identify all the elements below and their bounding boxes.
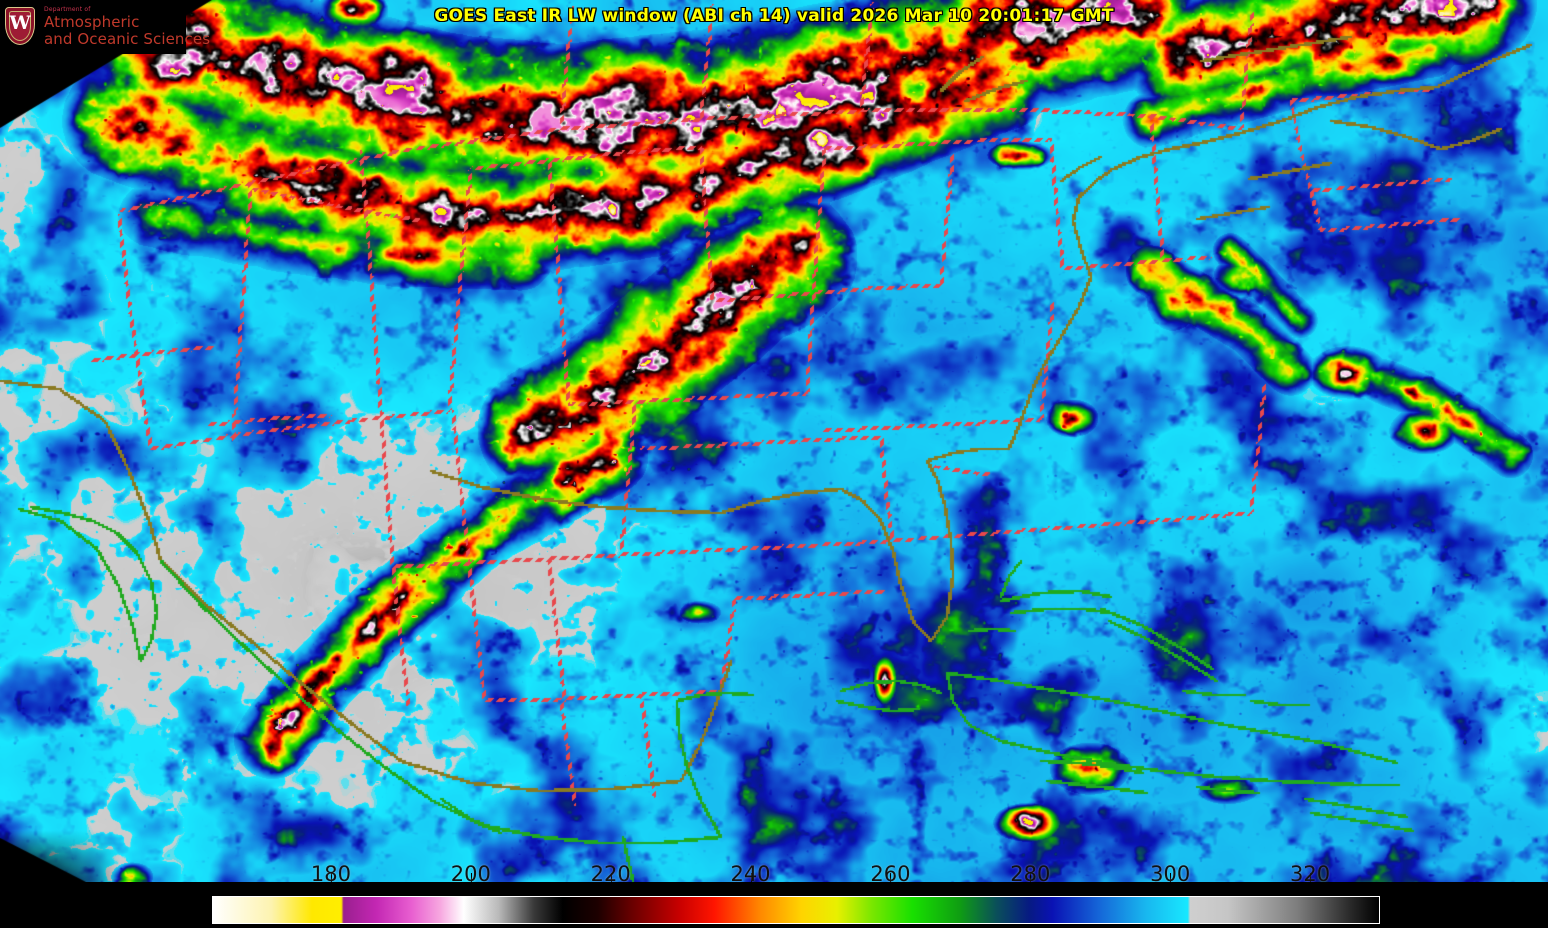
satellite-imagery-canvas <box>0 0 1548 882</box>
colorbar-tick <box>1310 873 1312 882</box>
logo-department-line: Department of <box>44 5 91 13</box>
uw-crest-icon: W <box>3 5 37 49</box>
colorbar-tick <box>470 873 472 882</box>
logo-line-2: and Oceanic Sciences <box>44 29 211 48</box>
colorbar-tick <box>890 873 892 882</box>
colorbar-tick <box>610 873 612 882</box>
crest-letter: W <box>9 12 31 34</box>
colorbar-region <box>0 882 1548 928</box>
colorbar <box>212 896 1380 924</box>
colorbar-gradient <box>213 897 1379 923</box>
uw-aos-logo-banner: W Department of Atmospheric and Oceanic … <box>0 0 210 54</box>
colorbar-tick <box>1030 873 1032 882</box>
colorbar-tick <box>750 873 752 882</box>
colorbar-tick <box>330 873 332 882</box>
logo-text: Department of Atmospheric and Oceanic Sc… <box>44 5 211 48</box>
colorbar-tick <box>1170 873 1172 882</box>
logo-line-1: Atmospheric <box>44 12 140 31</box>
